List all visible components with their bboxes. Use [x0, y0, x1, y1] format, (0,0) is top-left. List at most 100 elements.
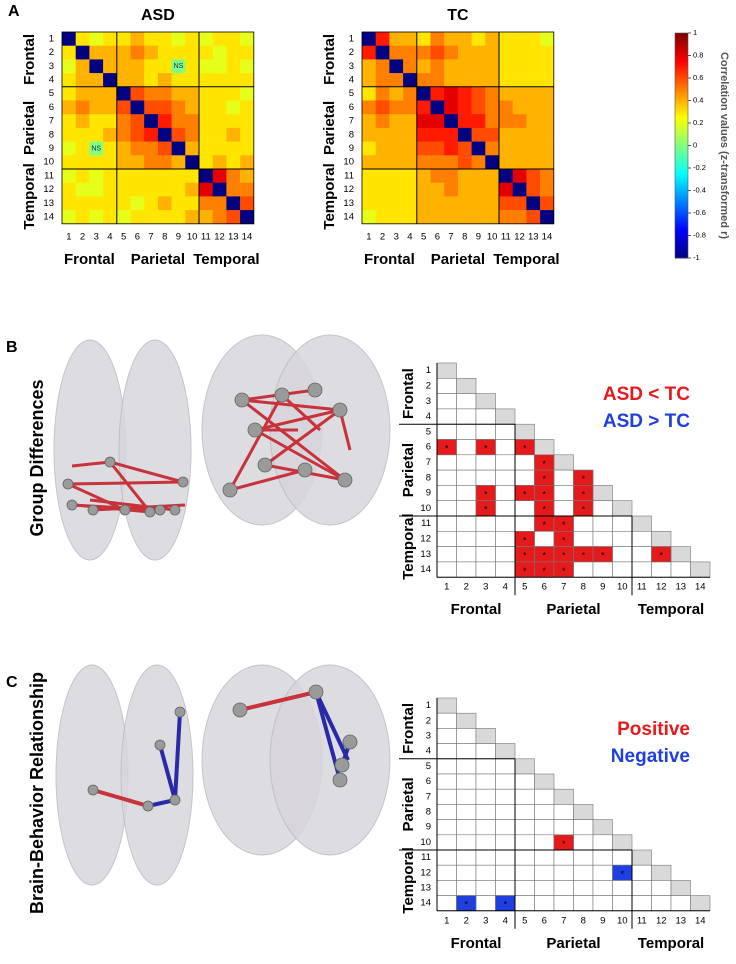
heatmap-cell: [444, 210, 459, 225]
matrix-cell: [534, 819, 555, 836]
matrix-cell: [456, 377, 477, 394]
heatmap-cell: [212, 196, 227, 211]
heatmap-cell: [416, 141, 431, 156]
col-label: 1: [366, 231, 371, 242]
row-label: 13: [420, 549, 431, 560]
heatmap-cell: [416, 196, 431, 211]
panel-title: TC: [447, 7, 469, 24]
heatmap-cell: [457, 141, 472, 156]
heatmap-cell: [212, 141, 227, 156]
heatmap-cell: [526, 169, 541, 183]
colorbar-swatch: [675, 253, 688, 257]
matrix-cell: [475, 743, 496, 760]
row-label: 9: [426, 822, 431, 833]
heatmap-cell: [499, 86, 513, 101]
heatmap-cell: [375, 114, 390, 129]
colorbar-swatch: [675, 233, 688, 236]
heatmap-cell: [457, 182, 472, 197]
matrix-cell: [495, 530, 516, 547]
heatmap-cell: [471, 45, 486, 60]
heatmap-cell: [116, 155, 131, 170]
group-label: Temporal: [638, 601, 704, 618]
colorbar-swatch: [675, 188, 688, 191]
col-label: 9: [476, 231, 481, 242]
panel-label: B: [6, 339, 18, 356]
matrix-cell: [534, 788, 555, 805]
heatmap-cell: [226, 100, 241, 115]
heatmap-cell: [157, 100, 172, 115]
matrix-cell: [514, 819, 535, 836]
heatmap-cell: [171, 210, 186, 225]
row-label: 6: [49, 102, 54, 113]
heatmap-cell: [171, 114, 186, 129]
colorbar-swatch: [675, 105, 688, 108]
heatmap-cell: [212, 86, 227, 101]
heatmap-cell: [89, 155, 104, 170]
heatmap-cell: [62, 59, 76, 74]
col-label: 7: [448, 231, 453, 242]
colorbar-swatch: [675, 161, 688, 164]
heatmap-cell: [62, 141, 76, 156]
col-label: 3: [483, 915, 488, 926]
col-label: 1: [444, 915, 449, 926]
matrix-cell: [456, 530, 477, 547]
heatmap-cell: [144, 127, 159, 142]
heatmap-cell: [103, 210, 118, 225]
matrix-cell: [436, 834, 457, 851]
row-label: 11: [44, 170, 54, 181]
heatmap-cell: [226, 196, 241, 211]
row-label: 14: [43, 211, 54, 222]
heatmap-cell: [444, 59, 459, 74]
matrix-cell: [436, 393, 457, 410]
heatmap-cell: [362, 127, 376, 142]
row-label: 12: [420, 867, 431, 878]
significance-marker: *: [523, 535, 527, 545]
panel-title: ASD: [141, 7, 175, 24]
matrix-cell: [553, 469, 574, 486]
colorbar-swatch: [675, 235, 688, 239]
heatmap-cell: [375, 59, 390, 74]
heatmap-cell: [199, 210, 213, 225]
colorbar-swatch: [675, 249, 688, 252]
heatmap-cell: [116, 127, 131, 142]
matrix-cell: [436, 880, 457, 896]
significance-marker: *: [484, 444, 488, 454]
heatmap-cell: [62, 210, 76, 225]
colorbar-swatch: [675, 114, 688, 117]
heatmap-cell: [212, 100, 227, 115]
heatmap-cell: [403, 169, 418, 183]
heatmap-cell: [430, 114, 445, 129]
heatmap-cell: [375, 141, 390, 156]
group-label: Frontal: [364, 251, 415, 268]
colorbar-swatch: [675, 93, 688, 97]
heatmap-cell: [62, 169, 76, 183]
row-label: 3: [426, 731, 431, 742]
heatmap-cell: [185, 169, 200, 183]
heatmap-cell: [212, 127, 227, 142]
heatmap-cell: [430, 127, 445, 142]
matrix-cell: [456, 423, 477, 440]
heatmap-cell: [457, 59, 472, 74]
colorbar-swatch: [675, 123, 688, 126]
col-label: 1: [66, 231, 71, 242]
heatmap-cell: [416, 182, 431, 197]
colorbar-tick-label: -0.4: [693, 185, 706, 194]
heatmap-cell: [499, 155, 513, 170]
matrix-cell: [495, 880, 516, 896]
heatmap-cell: [212, 32, 227, 46]
heatmap-cell: [75, 45, 90, 60]
heatmap-cell: [75, 127, 90, 142]
colorbar-swatch: [675, 224, 688, 227]
heatmap-cell: [62, 155, 76, 170]
heatmap-cell: [512, 59, 527, 74]
heatmap-cell: [540, 59, 555, 74]
colorbar-swatch: [675, 226, 688, 230]
colorbar-swatch: [675, 217, 688, 221]
row-label: 2: [349, 47, 354, 58]
colorbar-swatch: [675, 118, 688, 122]
heatmap-cell: [499, 73, 513, 88]
heatmap-cell: [499, 100, 513, 115]
heatmap-cell: [362, 59, 376, 74]
colorbar-swatch: [675, 242, 688, 245]
col-label: 14: [695, 915, 706, 926]
